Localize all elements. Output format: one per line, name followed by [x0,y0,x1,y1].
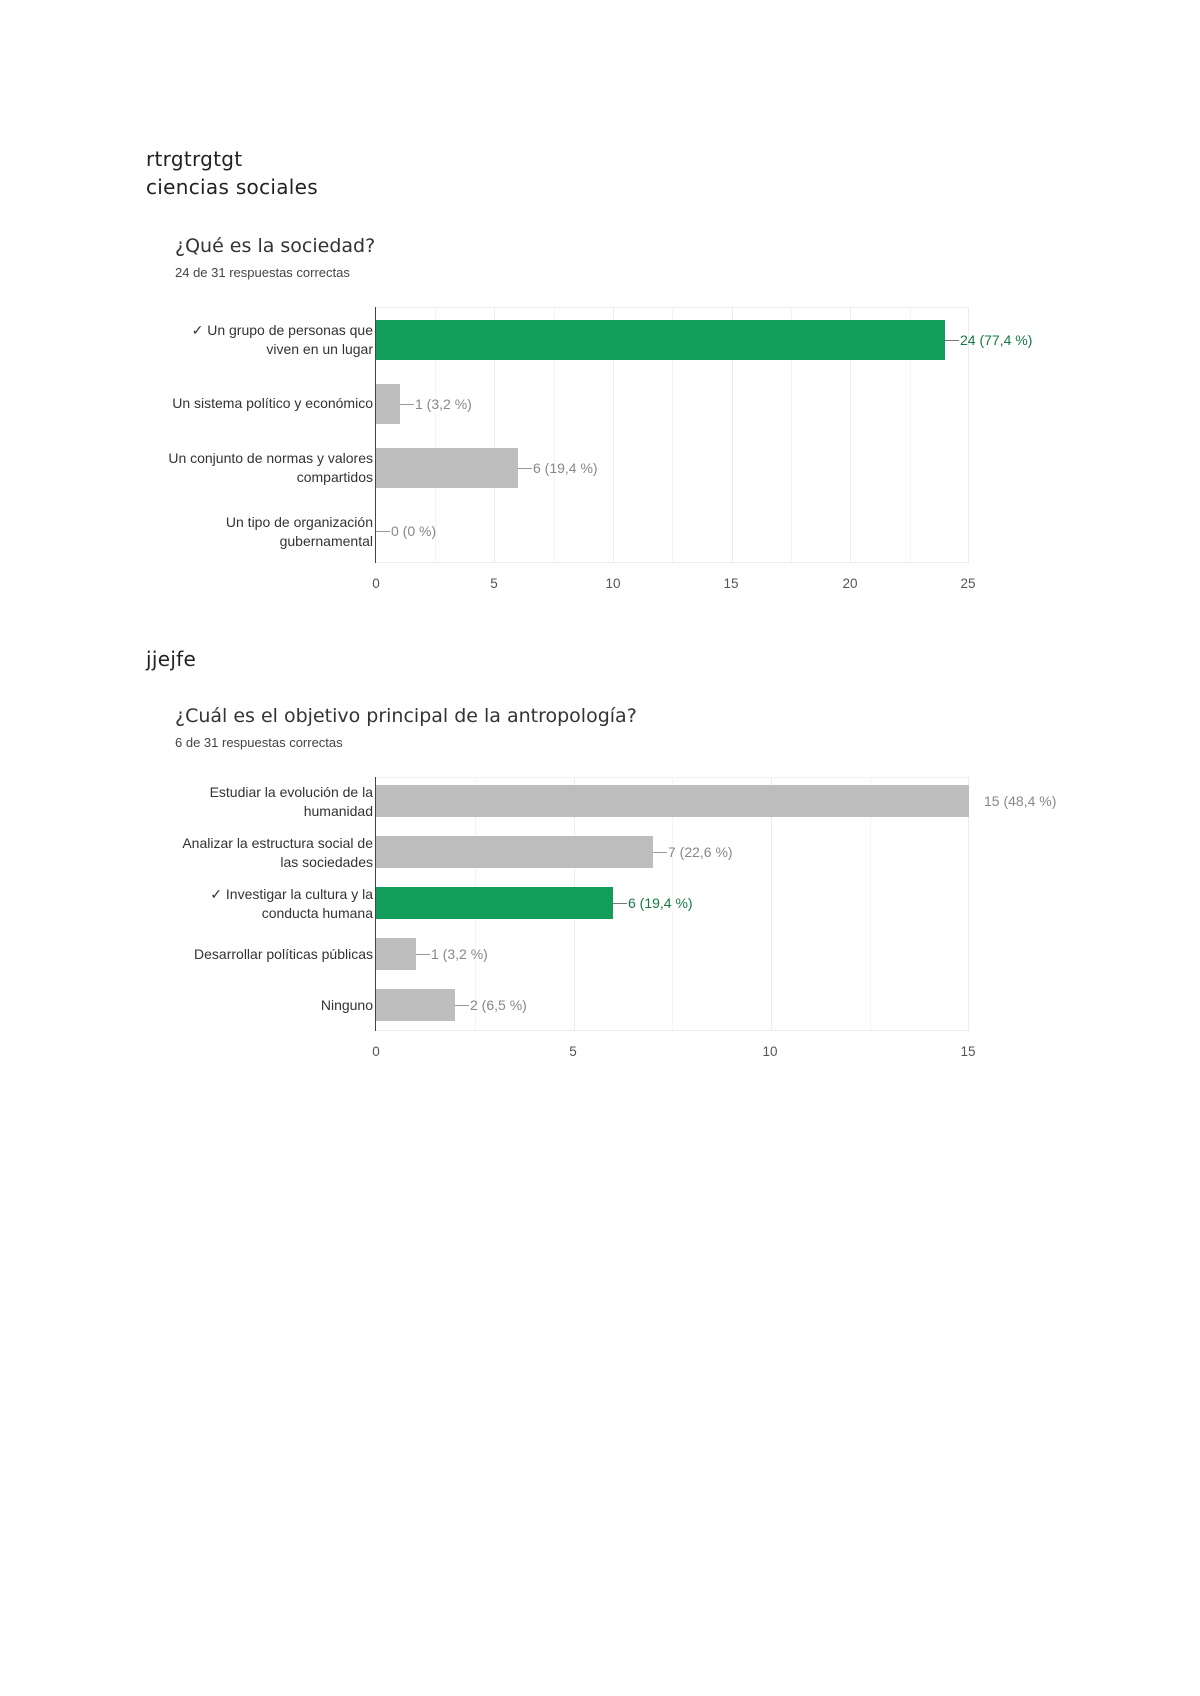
bar [376,989,455,1021]
document-heading-1: rtrgtrgtgt [146,147,243,171]
x-tick: 20 [842,576,858,591]
category-label: ✓ Un grupo de personas que viven en un lu… [191,322,373,357]
category-label: Estudiar la evolución de la humanidad [209,784,373,819]
category-label: Un conjunto de normas y valores compartid… [168,450,373,485]
bar [376,785,969,817]
category-label: Ninguno [320,997,373,1013]
category-label: Un tipo de organización gubernamental [225,514,373,549]
question-1-title: ¿Qué es la sociedad? [175,235,376,257]
x-tick: 25 [960,576,976,591]
bar-value-label: 24 (77,4 %) [945,330,1032,350]
x-tick: 10 [605,576,621,591]
plot-area: 24 (77,4 %) 1 (3,2 %) 6 (19,4 %) 0 (0 %) [375,307,1032,563]
document-heading-3: jjejfe [146,647,197,671]
plot-area: 15 (48,4 %) 7 (22,6 %) 6 (19,4 %) 1 (3,2… [375,777,1056,1031]
bar-correct [376,887,613,919]
question-1-subtitle: 24 de 31 respuestas correctas [175,265,350,280]
category-label: Un sistema político y económico [172,395,373,411]
x-tick: 5 [569,1044,577,1059]
x-tick: 0 [372,576,380,591]
category-label: Desarrollar políticas públicas [194,946,373,962]
bar-value-label: 7 (22,6 %) [653,842,733,862]
bar-correct [376,320,945,360]
bar-value-label: 1 (3,2 %) [400,394,472,414]
category-label: ✓ Investigar la cultura y la conducta hum… [210,886,373,921]
bar-value-label: 0 (0 %) [376,521,436,541]
category-label: Analizar la estructura social de las soci… [182,835,373,870]
bar-value-label: 2 (6,5 %) [455,995,527,1015]
bar [376,448,518,488]
question-2-title: ¿Cuál es el objetivo principal de la ant… [175,705,637,727]
bar-value-label: 1 (3,2 %) [416,944,488,964]
bar [376,836,653,868]
bar [376,938,416,970]
x-tick: 10 [762,1044,778,1059]
x-tick: 0 [372,1044,380,1059]
question-2-subtitle: 6 de 31 respuestas correctas [175,735,343,750]
bar-value-label: 15 (48,4 %) [984,793,1057,809]
document-heading-2: ciencias sociales [146,175,318,199]
bar-value-label: 6 (19,4 %) [518,458,598,478]
bar [376,384,400,424]
bar-value-label: 6 (19,4 %) [613,893,693,913]
x-tick: 15 [960,1044,976,1059]
x-tick: 5 [490,576,498,591]
x-tick: 15 [723,576,739,591]
